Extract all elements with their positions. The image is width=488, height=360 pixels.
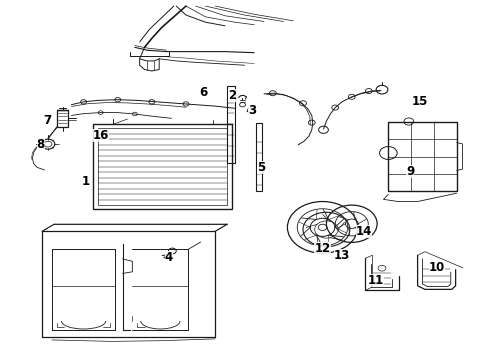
Text: 2: 2	[228, 89, 236, 102]
Text: 14: 14	[355, 225, 371, 238]
Text: 7: 7	[43, 114, 51, 127]
Text: 13: 13	[333, 249, 349, 262]
Text: 4: 4	[164, 251, 173, 264]
Text: 11: 11	[367, 274, 384, 287]
Text: 6: 6	[199, 86, 207, 99]
Text: 3: 3	[247, 104, 255, 117]
Text: 1: 1	[82, 175, 90, 188]
Text: 12: 12	[314, 242, 330, 255]
Text: 9: 9	[406, 165, 413, 177]
Text: 16: 16	[92, 129, 109, 142]
Text: 5: 5	[257, 161, 265, 174]
Text: 8: 8	[37, 138, 45, 150]
Text: 10: 10	[428, 261, 444, 274]
Text: 15: 15	[411, 95, 427, 108]
